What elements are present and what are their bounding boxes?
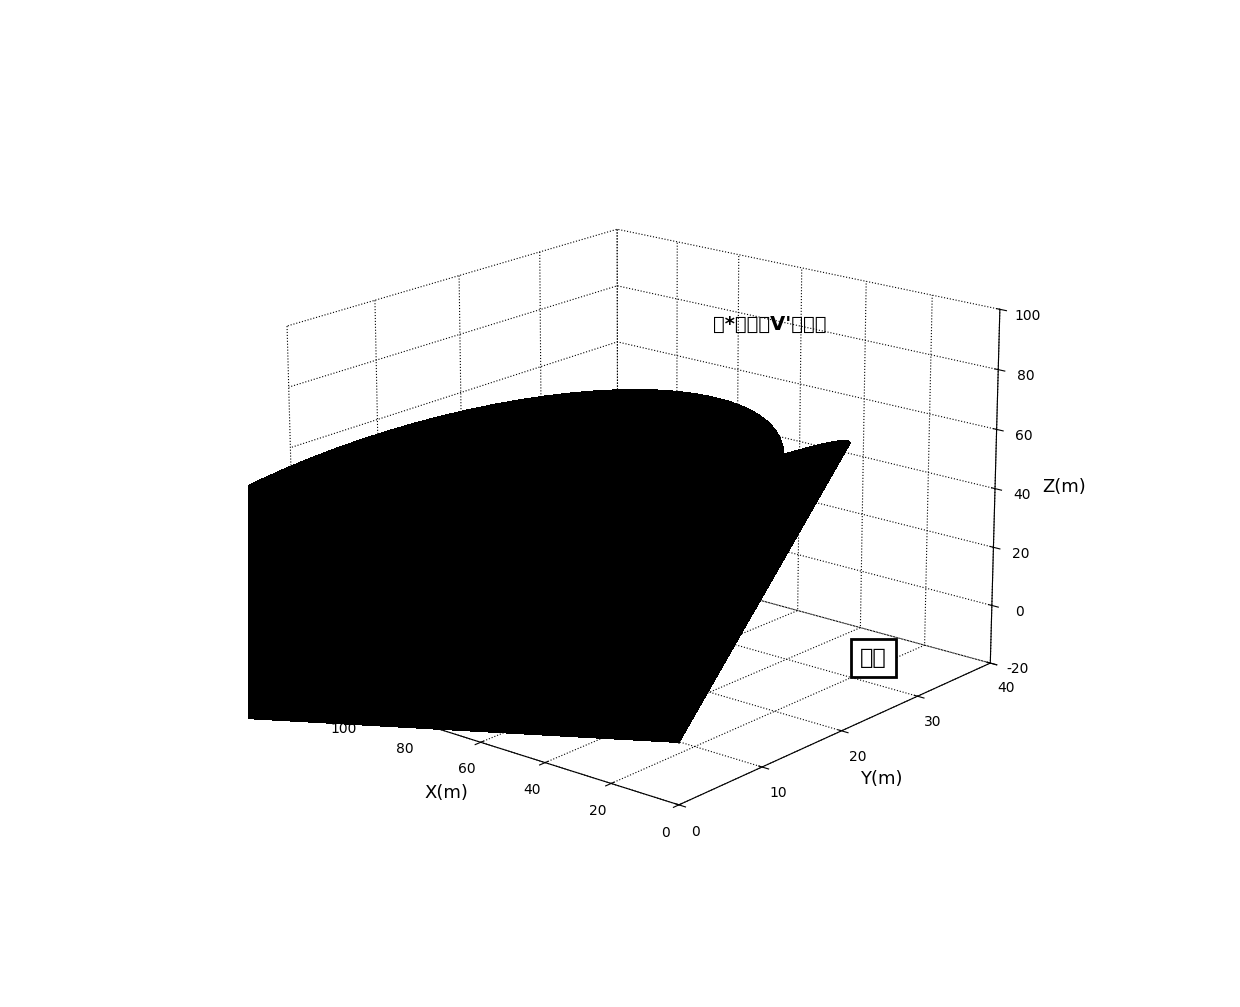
Text: 发端: 发端	[403, 648, 429, 668]
X-axis label: X(m): X(m)	[424, 783, 469, 802]
Y-axis label: Y(m): Y(m)	[861, 769, 903, 787]
Text: 收端: 收端	[861, 648, 887, 668]
Text: 点*是微元V'的中心: 点*是微元V'的中心	[713, 315, 827, 334]
